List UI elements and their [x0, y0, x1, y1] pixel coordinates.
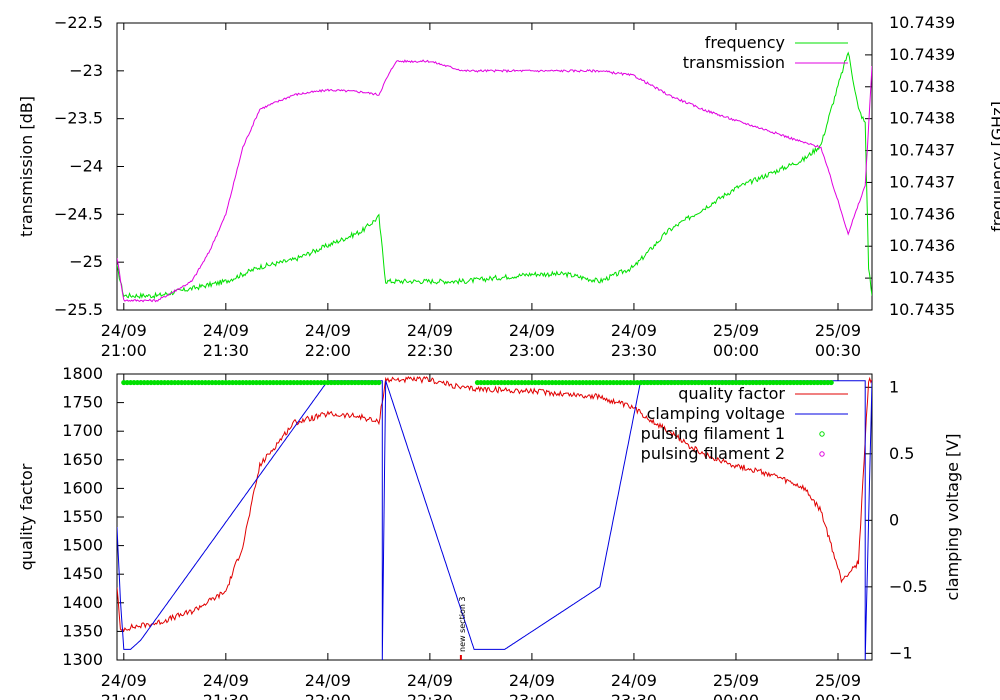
- legend-label: frequency: [705, 33, 785, 52]
- y2-tick-label: −1: [889, 643, 913, 662]
- x-tick-time: 21:30: [203, 341, 249, 360]
- y2-axis-label: clamping voltage [V]: [943, 434, 962, 601]
- point: [376, 379, 382, 386]
- y-tick-label: 1450: [62, 564, 103, 583]
- y-tick-label: 1750: [62, 393, 103, 412]
- legend-label: clamping voltage: [647, 404, 785, 423]
- x-tick-time: 21:00: [101, 341, 147, 360]
- x-tick-date: 24/09: [509, 321, 555, 340]
- x-tick-time: 22:00: [305, 341, 351, 360]
- y-tick-label: 1650: [62, 450, 103, 469]
- y-tick-label: −23: [69, 61, 103, 80]
- y-tick-label: −22.5: [54, 13, 103, 32]
- y2-tick-label: 10.7437: [889, 141, 955, 160]
- y2-tick-label: 10.7437: [889, 172, 955, 191]
- y2-tick-label: 1: [889, 377, 899, 396]
- x-tick-time: 22:30: [407, 691, 453, 700]
- x-tick-date: 25/09: [713, 321, 759, 340]
- x-tick-date: 24/09: [305, 671, 351, 690]
- bottom-chart: 24/0921:0024/0921:3024/0922:0024/0922:30…: [17, 364, 962, 700]
- x-tick-time: 23:30: [611, 341, 657, 360]
- x-tick-time: 22:00: [305, 691, 351, 700]
- x-tick-time: 00:00: [713, 341, 759, 360]
- x-tick-date: 25/09: [713, 671, 759, 690]
- y2-tick-label: 10.7436: [889, 204, 955, 223]
- y2-tick-label: 0: [889, 510, 899, 529]
- x-tick-time: 21:30: [203, 691, 249, 700]
- x-tick-time: 00:30: [815, 691, 861, 700]
- y-tick-label: −25: [69, 252, 103, 271]
- y-tick-label: 1550: [62, 507, 103, 526]
- point: [828, 379, 834, 386]
- y-tick-label: 1800: [62, 364, 103, 383]
- x-tick-date: 24/09: [611, 671, 657, 690]
- legend-label: quality factor: [678, 384, 785, 403]
- x-tick-time: 00:00: [713, 691, 759, 700]
- x-tick-time: 22:30: [407, 341, 453, 360]
- x-tick-time: 23:00: [509, 341, 555, 360]
- x-tick-date: 24/09: [305, 321, 351, 340]
- y-tick-label: 1300: [62, 650, 103, 669]
- y2-tick-label: 10.7439: [889, 45, 955, 64]
- legend-label: pulsing filament 2: [641, 444, 785, 463]
- y-tick-label: 1400: [62, 593, 103, 612]
- y2-axis-label: frequency [GHz]: [988, 101, 1000, 232]
- y-tick-label: −24: [69, 157, 103, 176]
- y2-tick-label: −0.5: [889, 577, 928, 596]
- x-tick-date: 24/09: [407, 671, 453, 690]
- series-quality-factor: [117, 375, 872, 633]
- y-tick-label: 1350: [62, 621, 103, 640]
- y2-tick-label: 10.7435: [889, 300, 955, 319]
- series-group: [117, 375, 872, 660]
- x-tick-time: 23:00: [509, 691, 555, 700]
- x-tick-date: 24/09: [203, 671, 249, 690]
- top-chart: 24/0921:0024/0921:3024/0922:0024/0922:30…: [17, 13, 1000, 360]
- x-tick-date: 24/09: [509, 671, 555, 690]
- legend-marker: [819, 451, 825, 457]
- x-tick-time: 23:30: [611, 691, 657, 700]
- annotation-label: new section 3: [458, 596, 467, 652]
- y-tick-label: 1600: [62, 478, 103, 497]
- x-tick-date: 24/09: [611, 321, 657, 340]
- series-frequency: [117, 51, 872, 300]
- x-tick-date: 24/09: [203, 321, 249, 340]
- y-tick-label: −23.5: [54, 109, 103, 128]
- x-tick-date: 25/09: [815, 321, 861, 340]
- legend-marker: [819, 431, 825, 437]
- series-pulsing-filament-1: [474, 379, 834, 386]
- series-transmission: [117, 59, 872, 303]
- legend-label: pulsing filament 1: [641, 424, 785, 443]
- y2-tick-label: 10.7436: [889, 236, 955, 255]
- y2-tick-label: 10.7435: [889, 268, 955, 287]
- x-tick-date: 24/09: [101, 671, 147, 690]
- x-tick-time: 21:00: [101, 691, 147, 700]
- y2-tick-label: 10.7438: [889, 109, 955, 128]
- y-axis-label: quality factor: [17, 463, 36, 570]
- x-tick-time: 00:30: [815, 341, 861, 360]
- y2-tick-label: 0.5: [889, 444, 914, 463]
- y2-tick-label: 10.7438: [889, 77, 955, 96]
- y2-tick-label: 10.7439: [889, 13, 955, 32]
- series-group: [117, 51, 872, 303]
- series-pulsing-filament-1: [121, 379, 382, 386]
- legend-label: transmission: [683, 53, 785, 72]
- x-tick-date: 25/09: [815, 671, 861, 690]
- x-tick-date: 24/09: [407, 321, 453, 340]
- y-tick-label: −24.5: [54, 204, 103, 223]
- y-tick-label: 1700: [62, 421, 103, 440]
- y-tick-label: −25.5: [54, 300, 103, 319]
- y-tick-label: 1500: [62, 536, 103, 555]
- y-axis-label: transmission [dB]: [17, 96, 36, 237]
- x-tick-date: 24/09: [101, 321, 147, 340]
